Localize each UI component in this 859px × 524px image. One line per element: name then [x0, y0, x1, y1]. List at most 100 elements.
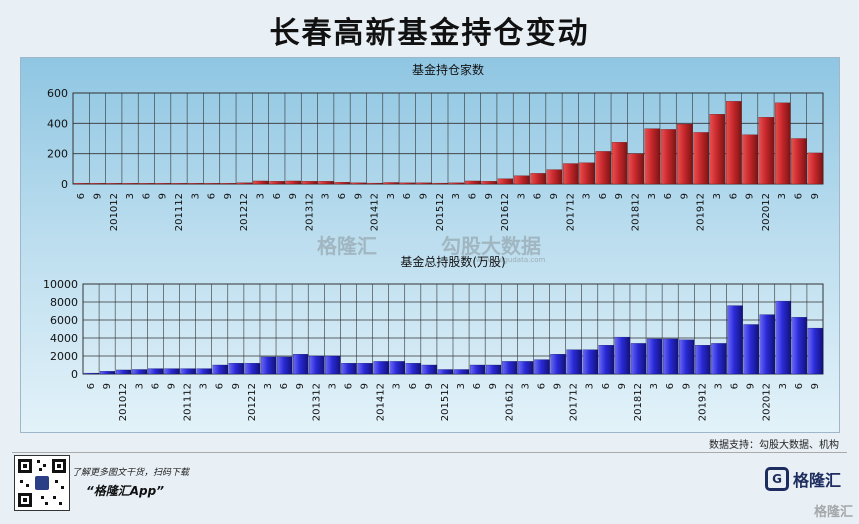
x-tick-label: 6	[141, 193, 152, 199]
x-tick-label: 9	[679, 193, 690, 199]
x-tick-label: 201512	[435, 193, 446, 231]
bar	[236, 182, 253, 185]
corner-watermark: 格隆汇	[813, 505, 853, 520]
watermark-brand2: 勾股大数据	[441, 234, 541, 258]
x-tick-label: 6	[533, 193, 544, 199]
x-tick-label: 6	[279, 383, 290, 389]
bar	[693, 132, 710, 185]
x-tick-label: 3	[199, 383, 210, 389]
y-tick-label: 10000	[43, 278, 78, 291]
bar	[628, 153, 644, 185]
x-tick-label: 3	[712, 193, 723, 199]
bar	[357, 363, 373, 375]
bar	[514, 175, 530, 185]
y-tick-label: 2000	[50, 350, 78, 363]
bar	[791, 138, 807, 185]
bar	[448, 182, 465, 185]
x-tick-label: 3	[585, 383, 596, 389]
x-tick-label: 6	[794, 383, 805, 389]
bar	[774, 102, 791, 185]
x-tick-label: 3	[263, 383, 274, 389]
logo-text: 格隆汇	[793, 471, 842, 490]
x-tick-label: 9	[295, 383, 306, 389]
x-tick-label: 9	[746, 383, 757, 389]
bar	[582, 349, 598, 375]
x-tick-label: 6	[536, 383, 547, 389]
x-tick-label: 9	[419, 193, 430, 199]
bar	[709, 114, 726, 185]
x-tick-label: 3	[386, 193, 397, 199]
bar	[758, 117, 775, 185]
x-tick-label: 201412	[376, 383, 387, 421]
x-tick-label: 9	[745, 193, 756, 199]
promo-text: 了解更多图文干货，扫码下载	[72, 468, 190, 478]
bar	[469, 364, 486, 375]
bar	[679, 339, 695, 375]
chart-title: 基金持仓家数	[412, 62, 484, 77]
x-tick-label: 9	[681, 383, 692, 389]
bar	[614, 336, 631, 375]
x-tick-label: 3	[516, 193, 527, 199]
x-tick-label: 3	[647, 193, 658, 199]
x-tick-label: 6	[663, 193, 674, 199]
x-tick-label: 3	[582, 193, 593, 199]
bar	[660, 129, 677, 185]
bar	[399, 182, 416, 185]
x-tick-label: 3	[649, 383, 660, 389]
bar	[646, 338, 663, 375]
bar	[502, 361, 518, 375]
x-tick-label: 201612	[500, 193, 511, 231]
qr-code-icon[interactable]	[14, 455, 70, 511]
bar	[530, 173, 546, 185]
x-tick-label: 3	[327, 383, 338, 389]
bar	[807, 327, 824, 375]
x-tick-label: 201612	[504, 383, 515, 421]
bar	[171, 183, 188, 185]
bar	[546, 169, 563, 185]
bar	[302, 181, 318, 185]
y-tick-label: 0	[61, 178, 68, 191]
bar	[132, 369, 148, 375]
bar	[497, 178, 514, 185]
bar	[465, 180, 481, 185]
bar	[212, 364, 228, 375]
bar	[405, 363, 421, 375]
x-tick-label: 201512	[440, 383, 451, 421]
data-credit: 数据支持：勾股大数据、机构	[709, 440, 839, 451]
x-tick-label: 6	[207, 193, 218, 199]
x-tick-label: 3	[392, 383, 403, 389]
bar	[711, 343, 727, 375]
bar	[630, 343, 647, 375]
x-tick-label: 201312	[311, 383, 322, 421]
bar	[90, 183, 106, 185]
x-tick-label: 6	[730, 383, 741, 389]
y-tick-label: 8000	[50, 296, 78, 309]
x-tick-label: 9	[617, 383, 628, 389]
x-tick-label: 9	[810, 193, 821, 199]
bar	[566, 349, 582, 375]
x-tick-label: 201212	[239, 193, 250, 231]
x-tick-label: 9	[92, 193, 103, 199]
bar	[148, 368, 164, 375]
bar	[695, 345, 711, 375]
x-tick-label: 201012	[118, 383, 129, 421]
x-tick-label: 3	[190, 193, 201, 199]
brand-logo: G 格隆汇	[765, 466, 841, 492]
x-tick-label: 6	[402, 193, 413, 199]
x-tick-label: 6	[728, 193, 739, 199]
app-name: “格隆汇App”	[86, 484, 164, 498]
footer-divider	[12, 452, 847, 453]
bar	[373, 361, 389, 375]
bar	[550, 354, 566, 375]
bar	[325, 355, 341, 375]
bar	[486, 364, 502, 375]
bar	[155, 183, 171, 185]
bar	[99, 371, 116, 375]
bar	[432, 182, 449, 185]
bar	[389, 361, 405, 375]
x-tick-label: 9	[360, 383, 371, 389]
bar	[292, 354, 309, 375]
bar	[253, 180, 269, 185]
x-tick-label: 6	[598, 193, 609, 199]
